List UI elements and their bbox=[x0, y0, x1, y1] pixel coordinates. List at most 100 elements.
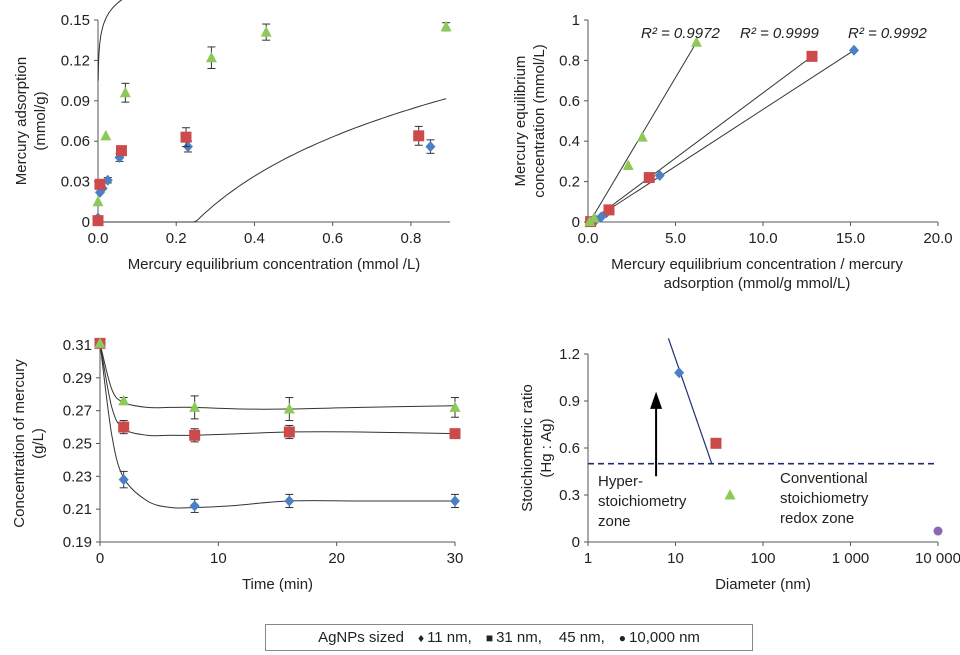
marker-45nm-4 bbox=[449, 401, 461, 412]
trend-line bbox=[667, 338, 713, 464]
y-tick-label: 0.15 bbox=[61, 12, 90, 29]
legend-label-45nm: 45 nm, bbox=[558, 629, 605, 646]
conventional-redox-zone-label: Conventional bbox=[780, 470, 868, 487]
x-axis-label: Mercury equilibrium concentration (mmol … bbox=[128, 256, 421, 273]
y-tick-label: 0 bbox=[572, 534, 580, 551]
x-tick-label: 0.4 bbox=[244, 230, 265, 247]
x-tick-label: 100 bbox=[750, 550, 775, 567]
y-tick-label: 0.25 bbox=[63, 436, 92, 453]
hyper-stoichiometry-zone-label: zone bbox=[598, 513, 631, 530]
y-tick-label: 0.4 bbox=[559, 133, 580, 150]
trend-curve-31nm bbox=[99, 343, 456, 437]
x-tick-label: 10 bbox=[667, 550, 684, 567]
y-tick-label: 0.3 bbox=[559, 487, 580, 504]
marker-31nm-1 bbox=[118, 421, 130, 433]
panel-adsorption-isotherm: 0.0 0.2 0.4 0.6 0.8 0 0.03 0.06 0.09 0.12 0.15 Merc… bbox=[13, 0, 452, 273]
up-arrow-icon bbox=[650, 391, 663, 409]
y-axis-label: concentration (mmol/L) bbox=[531, 44, 548, 197]
y-axis-label: Concentration of mercury bbox=[11, 359, 28, 528]
x-tick-label: 1 000 bbox=[832, 550, 870, 567]
trend-curve-45nm bbox=[99, 343, 456, 410]
legend-item-11nm: ♦ 11 nm, bbox=[418, 629, 472, 646]
y-tick-label: 0.9 bbox=[559, 393, 580, 410]
marker-31nm-4 bbox=[413, 130, 425, 142]
x-tick-label: 30 bbox=[447, 550, 464, 567]
marker-45nm-4 bbox=[691, 36, 702, 47]
legend-item-31nm: ■ 31 nm, bbox=[486, 629, 542, 646]
x-tick-label: 0.0 bbox=[578, 230, 599, 247]
y-axis-label: Mercury equilibrium bbox=[512, 56, 529, 187]
r-squared-label: R² = 0.9972 bbox=[641, 25, 720, 42]
marker-31nm-1 bbox=[94, 178, 106, 190]
y-tick-label: 0 bbox=[572, 214, 580, 231]
marker-31nm-0 bbox=[92, 215, 104, 227]
x-tick-label: 0.2 bbox=[166, 230, 187, 247]
marker-45nm-4 bbox=[260, 26, 272, 37]
hyper-stoichiometry-zone-label: Hyper- bbox=[598, 473, 643, 490]
legend-label-11nm: 11 nm, bbox=[427, 629, 472, 646]
marker-45nm-0 bbox=[94, 337, 106, 348]
marker-31nm-3 bbox=[283, 426, 295, 438]
y-tick-label: 0.2 bbox=[559, 174, 580, 191]
legend: AgNPs sized ♦ 11 nm, ■ 31 nm, 45 nm, ● 1… bbox=[265, 624, 753, 651]
x-tick-label: 0.8 bbox=[400, 230, 421, 247]
square-marker-icon: ■ bbox=[485, 630, 494, 645]
marker-31nm-0 bbox=[710, 437, 722, 449]
marker-31nm-3 bbox=[806, 50, 818, 62]
y-axis-label: (mmol/g) bbox=[32, 91, 49, 150]
marker-31nm-2 bbox=[115, 145, 127, 157]
y-axis-label: (Hg : Ag) bbox=[538, 418, 555, 477]
legend-item-10000nm: ● 10,000 nm bbox=[619, 629, 700, 646]
x-tick-label: 10 bbox=[210, 550, 227, 567]
x-tick-label: 0.0 bbox=[88, 230, 109, 247]
legend-title: AgNPs sized bbox=[318, 629, 404, 646]
panel-stoichiometry: 1 10 100 1 000 10 000 0 0.3 0.6 0.9 1.2 Diameter (… bbox=[519, 338, 960, 593]
x-tick-label: 0.6 bbox=[322, 230, 343, 247]
marker-11nm-2 bbox=[189, 500, 200, 512]
marker-31nm-2 bbox=[643, 172, 655, 184]
marker-11nm-3 bbox=[284, 495, 295, 507]
legend-item-45nm: 45 nm, bbox=[556, 629, 605, 646]
x-axis-label: adsorption (mmol/g mmol/L) bbox=[664, 275, 851, 292]
marker-31nm-4 bbox=[449, 428, 461, 440]
y-tick-label: 0.31 bbox=[63, 337, 92, 354]
trend-curve-11nm bbox=[99, 343, 455, 509]
fit-line-31nm bbox=[589, 55, 813, 223]
conventional-redox-zone-label: redox zone bbox=[780, 510, 854, 527]
y-tick-label: 1 bbox=[572, 12, 580, 29]
marker-45nm-0 bbox=[724, 489, 736, 500]
marker-45nm-2 bbox=[189, 401, 201, 412]
y-tick-label: 0.19 bbox=[63, 534, 92, 551]
marker-45nm-5 bbox=[440, 20, 452, 32]
r-squared-label: R² = 0.9999 bbox=[740, 25, 819, 42]
marker-45nm-2 bbox=[119, 86, 131, 98]
y-axis-label: (g/L) bbox=[30, 428, 47, 459]
hyper-stoichiometry-zone-label: stoichiometry bbox=[598, 493, 687, 510]
marker-45nm-3 bbox=[283, 403, 295, 414]
x-tick-label: 1 bbox=[584, 550, 592, 567]
marker-11nm-5 bbox=[849, 44, 859, 56]
x-tick-label: 10 000 bbox=[915, 550, 960, 567]
y-tick-label: 1.2 bbox=[559, 346, 580, 363]
marker-11nm-0 bbox=[674, 367, 685, 379]
circle-marker-icon: ● bbox=[618, 630, 627, 645]
marker-10000nm-0 bbox=[933, 526, 943, 536]
y-tick-label: 0 bbox=[82, 214, 90, 231]
x-tick-label: 5.0 bbox=[665, 230, 686, 247]
marker-31nm-3 bbox=[180, 131, 192, 143]
y-tick-label: 0.27 bbox=[63, 403, 92, 420]
fit-curve-45nm bbox=[98, 98, 447, 223]
x-axis-label: Time (min) bbox=[242, 576, 313, 593]
marker-45nm-3 bbox=[636, 131, 648, 142]
y-tick-label: 0.09 bbox=[61, 93, 90, 110]
marker-45nm-1 bbox=[100, 129, 112, 141]
legend-label-31nm: 31 nm, bbox=[496, 629, 542, 646]
x-tick-label: 10.0 bbox=[748, 230, 777, 247]
conventional-redox-zone-label: stoichiometry bbox=[780, 490, 869, 507]
marker-11nm-4 bbox=[654, 170, 665, 182]
marker-45nm-2 bbox=[622, 159, 634, 170]
y-tick-label: 0.21 bbox=[63, 501, 92, 518]
r-squared-label: R² = 0.9992 bbox=[848, 25, 927, 42]
x-axis-label: Mercury equilibrium concentration / merc… bbox=[611, 256, 903, 273]
